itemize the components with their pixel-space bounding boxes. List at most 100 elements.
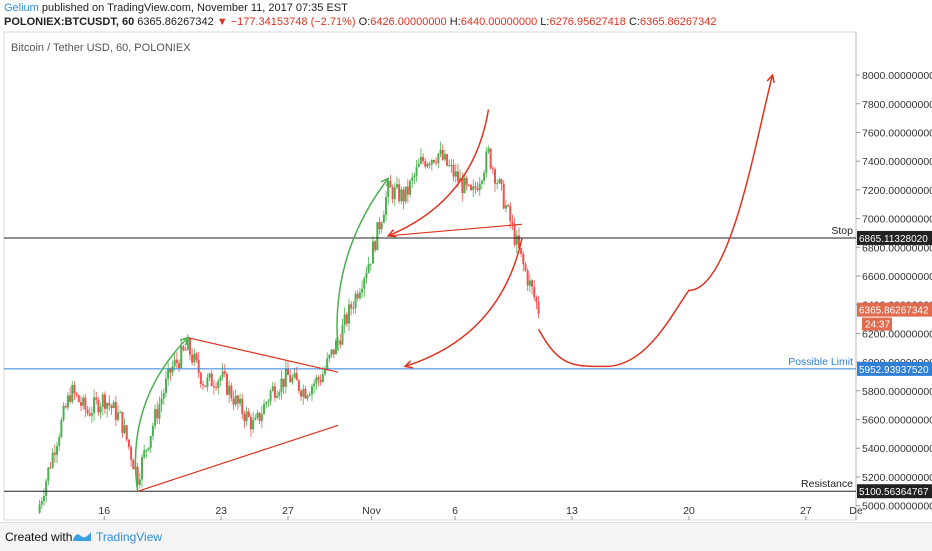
candle-body (112, 402, 115, 408)
candle-body (321, 374, 324, 383)
candle-body (369, 263, 372, 265)
candle-body (75, 393, 78, 396)
candle-body (428, 163, 431, 165)
price-tick-label: 7800.00000000 (862, 99, 932, 111)
candle-body (167, 368, 170, 379)
candle-body (84, 397, 87, 410)
candle-body (117, 412, 120, 420)
candle-body (435, 162, 438, 164)
candle-body (273, 386, 276, 398)
candle-body (385, 197, 388, 215)
candle-body (465, 177, 468, 185)
candle-body (267, 400, 270, 403)
horizontal-levels: Stop 6865.11328020 Possible Limit 5952.9393… (4, 225, 932, 499)
footer: Created with TradingView (0, 522, 932, 551)
author-name[interactable]: Gelium (4, 2, 39, 14)
price-tick-label: 5400.00000000 (862, 443, 932, 455)
candle-body (206, 377, 209, 387)
candle-body (517, 235, 520, 249)
price-chart[interactable]: Bitcoin / Tether USD, 60, POLONIEX 5000.… (0, 0, 932, 522)
candle-body (439, 149, 442, 154)
candle-body (223, 371, 226, 374)
candle-body (260, 414, 263, 421)
level-price-label: 6865.11328020 (859, 234, 928, 245)
countdown-label: 24:37 (865, 320, 890, 331)
candle-body (472, 186, 475, 191)
low-value: 6276.95627418 (549, 16, 626, 28)
candle-body (145, 449, 148, 451)
candle-body (284, 368, 287, 387)
candle-body (443, 154, 446, 160)
candle-body (154, 409, 157, 426)
candle-body (258, 412, 261, 421)
candle-body (450, 165, 453, 167)
candle-body (526, 270, 529, 286)
candle-body (352, 307, 355, 309)
candle-body (489, 148, 492, 169)
level-name: Possible Limit (788, 356, 853, 368)
candle-body (149, 435, 152, 448)
time-tick-label: Nov (362, 505, 381, 517)
time-tick-label: De (849, 505, 863, 517)
candle-body (99, 406, 102, 413)
candle-body (180, 346, 183, 369)
candle-body (136, 466, 139, 485)
arrow-head (380, 177, 390, 187)
candle-body (90, 413, 93, 416)
tradingview-link[interactable]: TradingView (96, 530, 163, 544)
candle-body (487, 148, 490, 152)
tradingview-logo-icon[interactable] (72, 529, 92, 543)
price-tick-label: 7200.00000000 (862, 185, 932, 197)
candle-body (282, 378, 285, 387)
candle-body (511, 221, 514, 224)
candle-body (304, 388, 307, 399)
candle-body (82, 397, 85, 406)
price-axis[interactable]: 5000.00000000 5200.00000000 5400.00000000 5… (856, 70, 932, 513)
candle-body (208, 373, 211, 378)
candle-body (71, 384, 74, 402)
candle-body (130, 447, 133, 460)
price-tick-label: 8000.00000000 (862, 70, 932, 82)
candle-body (93, 397, 96, 414)
candle-body (463, 177, 466, 194)
candle-body (426, 163, 429, 167)
time-axis[interactable]: 16 23 27 Nov 6 13 20 27 De (98, 505, 863, 520)
candle-body (378, 221, 381, 230)
candle-body (382, 214, 385, 223)
candle-body (228, 385, 231, 395)
candle-body (156, 409, 159, 419)
candle-body (467, 184, 470, 186)
candle-body (324, 368, 327, 375)
price-tick-label: 7000.00000000 (862, 214, 932, 226)
candle-body (175, 359, 178, 363)
curved-arrow (387, 109, 490, 237)
candle-body (236, 395, 239, 404)
candle-body (173, 359, 176, 367)
candle-body (101, 394, 104, 407)
candle-body (42, 496, 45, 502)
arrow-head (386, 229, 397, 238)
candle-body (249, 417, 252, 430)
level-name: Stop (831, 225, 853, 237)
candle-body (247, 411, 250, 418)
candle-body (160, 398, 163, 405)
candle-body (328, 354, 331, 359)
candle-body (79, 402, 82, 406)
candle-body (483, 172, 486, 181)
candle-body (252, 419, 255, 430)
candle-body (119, 411, 122, 413)
level-name: Resistance (801, 478, 853, 490)
candle-body (459, 177, 462, 182)
candle-body (317, 377, 320, 380)
candle-body (432, 160, 435, 163)
candle-body (350, 304, 353, 309)
candle-body (62, 406, 65, 420)
candle-body (302, 388, 305, 397)
plot-border (3, 31, 857, 521)
price-change: −177.34153748 (−2.71%) (230, 16, 356, 28)
candle-body (371, 241, 374, 264)
candle-body (476, 188, 479, 191)
high-key: H: (449, 16, 461, 28)
candle-body (60, 419, 63, 438)
candle-body (343, 314, 346, 326)
